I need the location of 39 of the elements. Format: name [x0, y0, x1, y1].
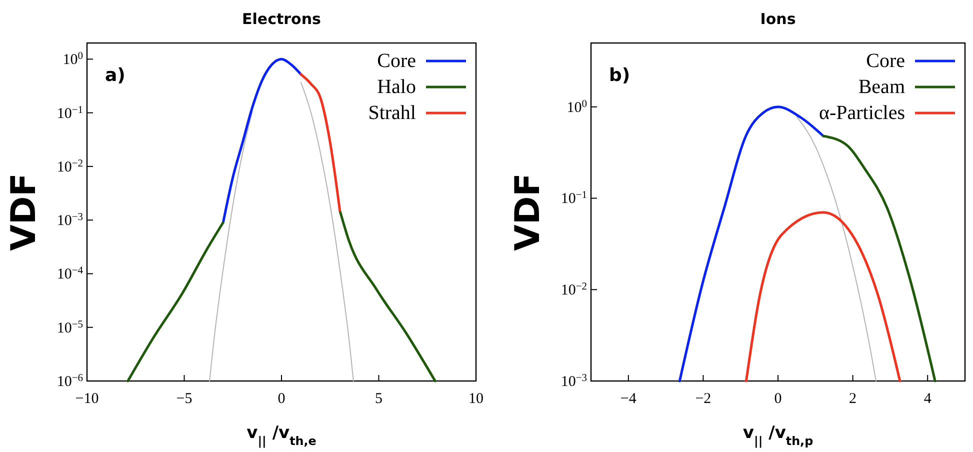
chart-title: Electrons [242, 10, 322, 28]
legend-label: α-Particles [818, 102, 906, 124]
legend-label: Core [377, 50, 416, 72]
x-tick-label: 0 [774, 391, 782, 407]
y-tick-label: 10$^{−3}$ [56, 212, 83, 230]
x-tick-label: −2 [695, 391, 712, 407]
x-tick-label: 2 [849, 391, 857, 407]
x-tick-label: 0 [278, 391, 286, 407]
legend-label: Core [866, 50, 906, 72]
y-tick-label: 10$^{−2}$ [560, 281, 587, 299]
x-axis-title: v$_{||}$ /v$_{th,p}$ [742, 423, 814, 448]
y-tick-label: 10$^{−1}$ [560, 190, 587, 208]
x-tick-label: 10 [468, 391, 484, 407]
legend-label: Strahl [368, 102, 416, 124]
y-axis-title: VDF [4, 173, 44, 251]
x-axis-title: v$_{||}$ /v$_{th,e}$ [246, 423, 316, 448]
y-tick-label: 10$^{−5}$ [56, 318, 83, 336]
annotation: a) [105, 65, 126, 86]
line-series [300, 73, 342, 212]
x-tick-label: −5 [176, 391, 192, 407]
y-tick-label: 10$^{−1}$ [56, 104, 83, 122]
line-series [822, 134, 936, 382]
y-tick-label: 10$^{−4}$ [56, 265, 84, 283]
chart-title: Ions [760, 10, 796, 28]
x-tick-label: 4 [924, 391, 932, 407]
legend-label: Halo [377, 76, 416, 98]
x-tick-label: −4 [620, 391, 637, 407]
y-tick-label: 10$^{−2}$ [56, 158, 83, 176]
y-tick-label: 10$^{0}$ [566, 98, 587, 116]
y-axis-title: VDF [508, 173, 548, 251]
annotation: b) [609, 65, 630, 86]
line-series [222, 58, 302, 224]
y-tick-label: 10$^{−6}$ [56, 372, 83, 390]
legend-label: Beam [858, 76, 906, 98]
x-tick-label: 5 [375, 391, 382, 407]
line-series [744, 211, 902, 382]
y-tick-label: 10$^{−3}$ [560, 372, 587, 390]
y-tick-label: 10$^{0}$ [62, 50, 83, 68]
x-tick-label: −10 [75, 391, 99, 407]
